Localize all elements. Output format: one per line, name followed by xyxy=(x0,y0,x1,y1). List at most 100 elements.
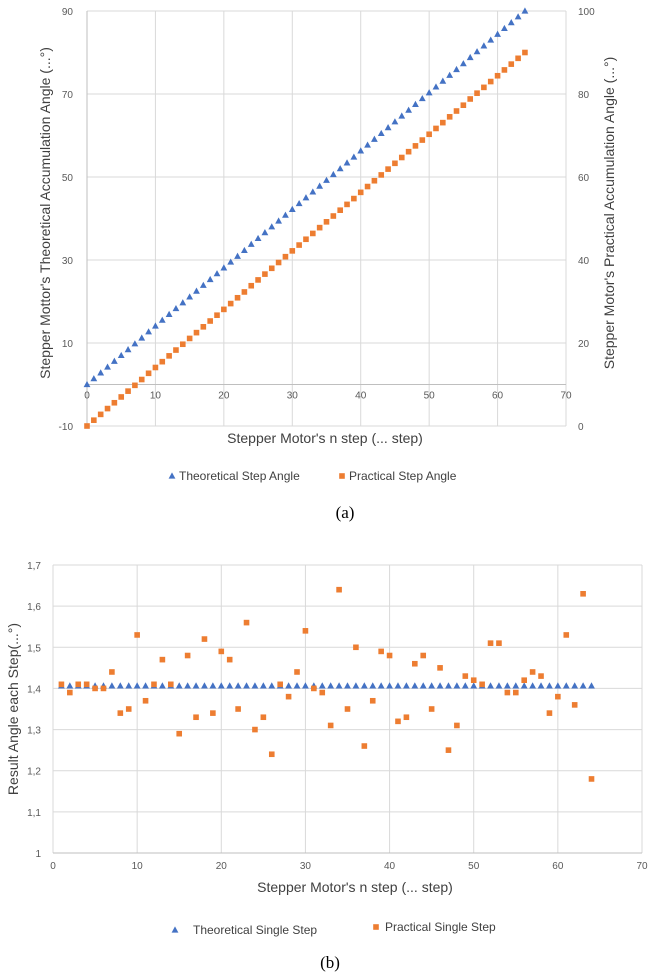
data-point-theoretical xyxy=(494,30,501,37)
data-point-practical xyxy=(515,55,521,62)
data-point-practical xyxy=(364,183,371,190)
legend-label-theoretical-step-angle: Theoretical Step Angle xyxy=(179,469,300,483)
x-tick-label: 10 xyxy=(150,391,162,402)
x-tick-label: 20 xyxy=(216,861,228,872)
caption-b: (b) xyxy=(320,953,340,972)
y-tick-label: 1,5 xyxy=(27,643,41,654)
x-tick-label: 70 xyxy=(636,861,648,872)
legend-square-marker xyxy=(373,924,379,930)
chart-b-x-tick-labels: 0 10 20 30 40 50 60 70 xyxy=(50,861,648,872)
chart-a-y-axis-title: Stepper Mottor's Theoretical Accumulatio… xyxy=(37,47,53,379)
data-point-theoretical xyxy=(579,682,587,689)
data-point-theoretical xyxy=(436,682,444,689)
data-point-practical xyxy=(496,640,502,646)
data-point-practical xyxy=(361,743,368,749)
data-point-theoretical xyxy=(336,165,344,172)
data-point-practical xyxy=(522,49,528,56)
y-tick-label: 1,4 xyxy=(27,684,41,695)
data-point-theoretical xyxy=(131,340,139,347)
data-point-practical xyxy=(262,271,268,277)
data-point-practical xyxy=(97,411,104,418)
data-point-theoretical xyxy=(316,182,324,189)
data-point-practical xyxy=(168,681,174,688)
data-point-practical xyxy=(529,669,536,675)
data-point-theoretical xyxy=(172,304,180,312)
data-point-practical xyxy=(104,405,111,412)
y-tick-label: 90 xyxy=(62,7,74,18)
data-point-practical xyxy=(395,718,401,725)
data-point-practical xyxy=(501,67,508,73)
chart-b-legend: Theoretical Single Step Practical Single… xyxy=(171,920,496,937)
chart-a-y2-axis-title: Stepper Motor's Practical Accumulation A… xyxy=(601,57,617,370)
data-point-practical xyxy=(255,277,261,283)
data-point-theoretical xyxy=(473,48,481,55)
data-point-practical xyxy=(369,697,376,704)
data-point-practical xyxy=(118,394,125,400)
data-point-practical xyxy=(58,681,65,688)
data-point-theoretical xyxy=(158,682,166,689)
data-point-practical xyxy=(521,677,527,683)
data-point-practical xyxy=(412,660,418,667)
x-tick-label: 40 xyxy=(384,861,396,872)
chart-b-series-theoretical xyxy=(58,682,595,689)
x-tick-label: 0 xyxy=(84,391,90,402)
data-point-theoretical xyxy=(133,682,141,689)
data-point-practical xyxy=(285,693,292,700)
data-point-theoretical xyxy=(446,71,454,78)
data-point-practical xyxy=(289,248,296,254)
chart-a-axes xyxy=(86,11,566,426)
data-point-theoretical xyxy=(412,100,419,107)
data-point-theoretical xyxy=(453,682,461,689)
data-point-practical xyxy=(201,636,208,642)
y2-tick-label: 20 xyxy=(578,339,590,350)
data-point-theoretical xyxy=(83,380,91,388)
data-point-theoretical xyxy=(97,369,105,376)
legend-marker-theoretical xyxy=(168,472,176,479)
chart-a-y-tick-labels: -10 10 30 50 70 90 xyxy=(59,7,74,433)
data-point-theoretical xyxy=(234,252,241,259)
x-tick-label: 60 xyxy=(552,861,564,872)
chart-b: 0 10 20 30 40 50 60 70 1 1,1 1,2 1,3 1,4 1,5 1,6 1,7 S… xyxy=(5,561,648,972)
data-point-practical xyxy=(319,689,326,696)
data-point-theoretical xyxy=(507,19,515,26)
data-point-practical xyxy=(207,318,213,324)
data-point-theoretical xyxy=(142,682,149,689)
legend-label-practical-single-step: Practical Single Step xyxy=(385,920,496,934)
caption-a: (a) xyxy=(336,503,355,522)
data-point-theoretical xyxy=(350,153,358,160)
x-tick-label: 20 xyxy=(218,391,230,402)
data-point-theoretical xyxy=(285,682,292,689)
data-point-practical xyxy=(337,207,343,213)
data-point-practical xyxy=(433,125,439,132)
data-point-theoretical xyxy=(352,682,360,689)
data-point-theoretical xyxy=(158,316,166,323)
chart-b-series-practical xyxy=(58,586,595,782)
data-point-theoretical xyxy=(418,94,426,102)
data-point-theoretical xyxy=(240,246,248,254)
data-point-theoretical xyxy=(175,682,183,689)
data-point-practical xyxy=(241,289,248,295)
data-point-practical xyxy=(180,341,186,348)
data-point-theoretical xyxy=(344,682,351,689)
data-point-practical xyxy=(84,423,90,429)
data-point-theoretical xyxy=(165,310,173,317)
data-point-practical xyxy=(420,652,427,659)
chart-a-series-practical xyxy=(84,49,528,429)
data-point-theoretical xyxy=(394,682,402,689)
data-point-theoretical xyxy=(405,106,413,113)
data-point-theoretical xyxy=(110,357,118,364)
data-point-theoretical xyxy=(503,682,511,689)
data-point-theoretical xyxy=(360,682,368,689)
data-point-theoretical xyxy=(251,682,259,689)
data-point-practical xyxy=(327,722,334,729)
data-point-practical xyxy=(403,714,410,721)
data-point-practical xyxy=(405,148,412,155)
legend-marker-practical xyxy=(373,924,379,930)
data-point-practical xyxy=(100,685,107,692)
data-point-theoretical xyxy=(259,682,267,689)
data-point-practical xyxy=(186,335,193,342)
data-point-theoretical xyxy=(268,223,276,230)
data-point-theoretical xyxy=(309,188,317,195)
data-point-theoretical xyxy=(562,682,570,689)
